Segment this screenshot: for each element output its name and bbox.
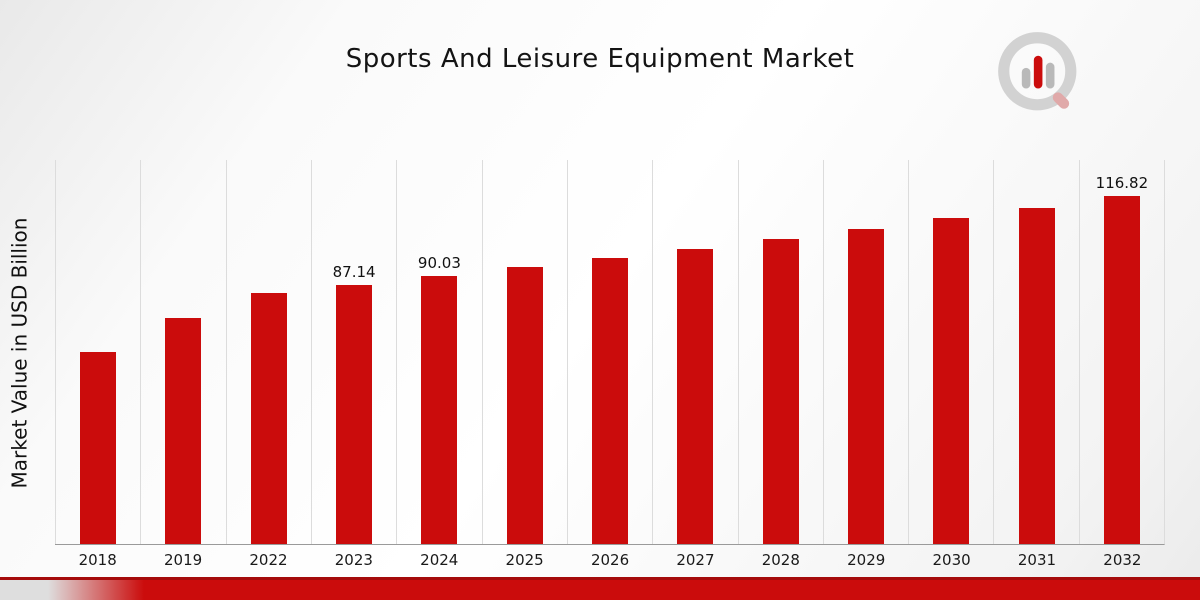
bar — [1103, 196, 1140, 544]
x-tick-label: 2027 — [676, 551, 715, 569]
bar — [80, 352, 117, 544]
bar-column — [55, 160, 140, 544]
footer-accent-band — [0, 577, 1200, 600]
x-tick-label: 2028 — [761, 551, 800, 569]
bar-value-label: 90.03 — [417, 254, 461, 273]
bar — [1018, 207, 1055, 544]
bar-column — [225, 160, 311, 544]
bar — [421, 276, 458, 544]
bar — [336, 284, 373, 544]
x-tick-label: 2019 — [163, 551, 203, 569]
x-tick-label: 2031 — [1017, 551, 1057, 569]
bar-column: 87.14 — [310, 160, 396, 544]
bar — [847, 228, 884, 544]
bar — [592, 257, 629, 544]
bar-column: 90.03 — [396, 160, 481, 544]
x-tick-label: 2029 — [847, 551, 886, 569]
x-tick-label: 2026 — [590, 551, 630, 569]
bar — [506, 267, 543, 544]
x-tick-label: 2018 — [78, 551, 117, 569]
x-tick-label: 2022 — [249, 551, 288, 569]
bar — [677, 248, 714, 544]
bar-column: 116.82 — [1078, 160, 1164, 544]
bar-column — [822, 160, 908, 544]
y-axis-label: Market Value in USD Billion — [7, 217, 31, 488]
bar-column — [481, 160, 567, 544]
bar-value-label: 116.82 — [1095, 174, 1149, 193]
bar-column — [908, 160, 993, 544]
bar-column — [993, 160, 1078, 544]
bar-column — [652, 160, 737, 544]
bar-column — [566, 160, 652, 544]
bar — [165, 318, 202, 544]
bar — [762, 238, 799, 544]
bar-column — [737, 160, 823, 544]
market-research-future-logo-icon — [998, 32, 1077, 111]
x-tick-label: 2025 — [505, 551, 544, 569]
x-tick-label: 2032 — [1103, 551, 1142, 569]
x-tick-label: 2030 — [932, 551, 971, 569]
x-tick-label: 2023 — [334, 551, 373, 569]
bar — [933, 218, 970, 544]
chart-title: Sports And Leisure Equipment Market — [345, 44, 855, 74]
plot-area: 87.14 90.03 116.82 — [55, 160, 1165, 545]
bar — [250, 292, 287, 544]
bar-value-label: 87.14 — [332, 262, 376, 281]
x-tick-label: 2024 — [420, 551, 459, 569]
x-axis-tick-labels: 2018 2019 2022 2023 2024 2025 2026 2027 2028 2029… — [55, 551, 1165, 573]
bar-column — [140, 160, 225, 544]
